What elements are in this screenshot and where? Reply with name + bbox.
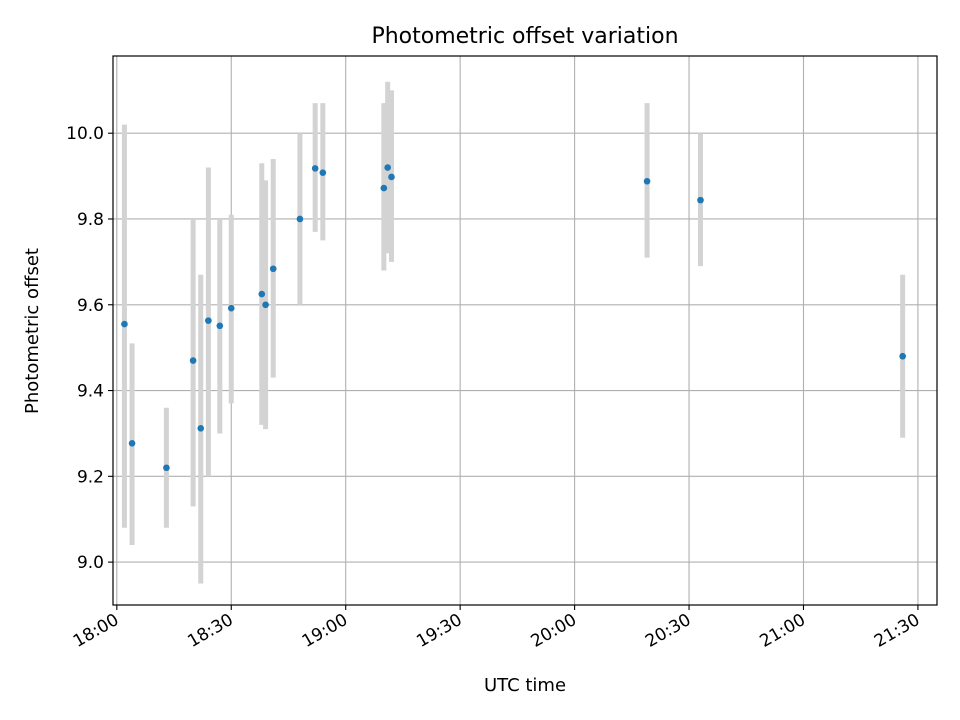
data-point (163, 464, 170, 472)
data-point (319, 169, 327, 176)
error-bars (121, 81, 906, 584)
data-point (227, 304, 235, 312)
data-point (262, 301, 269, 309)
data-point (258, 290, 266, 298)
x-tick-label: 20:00 (528, 610, 580, 652)
plot-frame (112, 55, 938, 606)
y-tick-label: 9.4 (77, 382, 104, 402)
data-point (269, 265, 277, 273)
x-tick-label: 18:00 (70, 610, 122, 652)
y-tick-label: 9.2 (77, 467, 104, 487)
data-point (643, 177, 651, 185)
y-tick-label: 9.8 (77, 210, 104, 230)
x-tick-label: 19:00 (299, 610, 351, 652)
x-tick-label: 21:30 (871, 610, 923, 652)
y-tick-label: 9.6 (77, 296, 104, 316)
grid (113, 56, 937, 605)
y-tick-label: 9.0 (77, 553, 104, 573)
data-point (899, 352, 906, 360)
chart-title: Photometric offset variation (371, 24, 678, 49)
data-point (128, 440, 136, 447)
data-point (189, 357, 197, 364)
x-tick-label: 20:30 (642, 610, 694, 652)
data-point (296, 215, 304, 223)
data-point (311, 165, 319, 172)
x-tick-label: 18:30 (184, 610, 236, 652)
x-axis-label: UTC time (484, 675, 566, 696)
x-tick-label: 21:00 (757, 610, 809, 652)
data-points (121, 164, 906, 472)
data-point (384, 164, 391, 171)
y-tick-label: 10.0 (66, 124, 104, 144)
data-point (697, 196, 704, 204)
data-point (388, 173, 395, 181)
data-point (205, 317, 212, 324)
data-point (121, 320, 128, 328)
data-point (216, 322, 224, 330)
data-point (380, 184, 388, 192)
data-point (197, 424, 205, 432)
x-tick-label: 19:30 (413, 610, 465, 652)
y-axis-label: Photometric offset (22, 248, 43, 414)
